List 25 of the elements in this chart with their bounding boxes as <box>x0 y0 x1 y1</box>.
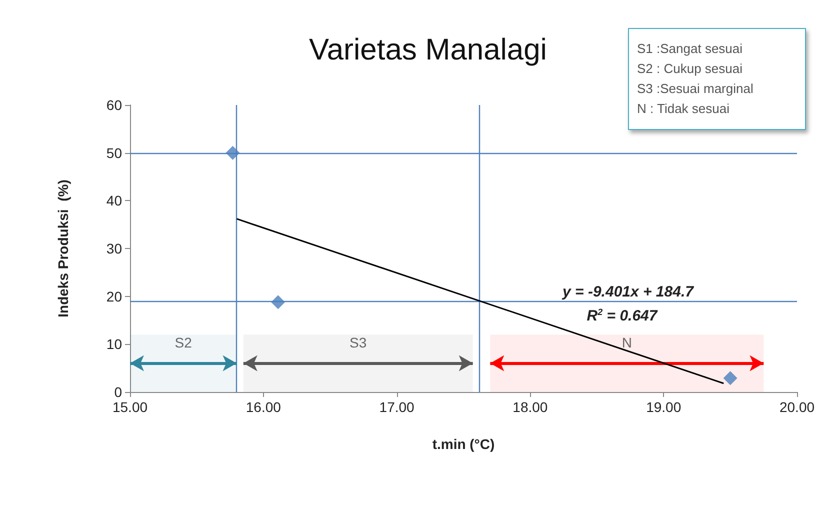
y-tick-label: 40 <box>106 192 122 209</box>
x-axis-title: t.min (°C) <box>432 436 495 452</box>
x-tick-label: 15.00 <box>112 399 148 415</box>
x-tick-label: 19.00 <box>646 399 682 415</box>
y-tick-label: 50 <box>106 144 122 161</box>
y-tick-label: 10 <box>106 336 122 352</box>
y-axis-title: Indeks Produksi (%) <box>55 180 71 318</box>
y-tick-label: 0 <box>114 384 122 400</box>
band-label: N <box>622 334 632 350</box>
x-tick-label: 20.00 <box>779 399 815 415</box>
x-tick-label: 18.00 <box>512 399 548 415</box>
point <box>723 371 738 386</box>
x-tick-label: 17.00 <box>379 399 415 415</box>
annotation: y = -9.401x + 184.7 <box>562 284 694 300</box>
band-label: S3 <box>350 334 367 350</box>
point <box>226 146 240 160</box>
y-tick-label: 20 <box>106 288 122 304</box>
key-box: S1 :Sangat sesuai S2 : Cukup sesuai S3 :Sesuai marginal N : Tidak sesuai <box>628 28 806 130</box>
y-tick-label: 30 <box>106 240 122 256</box>
x-tick-label: 16.00 <box>246 399 282 415</box>
annotation: N : Tidak sesuai <box>637 100 730 118</box>
chart-title: Varietas Manalagi <box>309 34 547 66</box>
band-label: S2 <box>174 334 192 350</box>
point <box>271 295 286 310</box>
y-tick-label: 60 <box>106 97 122 113</box>
